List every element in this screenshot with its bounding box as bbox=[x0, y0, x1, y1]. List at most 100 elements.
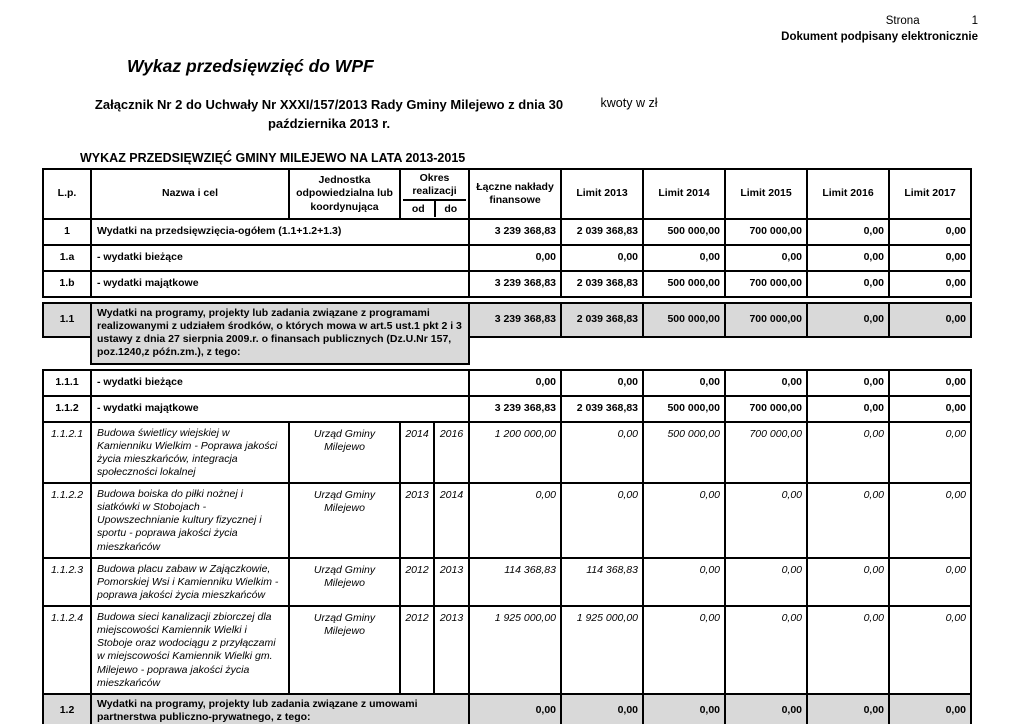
row-value: 700 000,00 bbox=[724, 302, 808, 338]
row-value: 0,00 bbox=[642, 605, 726, 695]
row-do: 2016 bbox=[433, 420, 470, 484]
row-name: Budowa świetlicy wiejskiej w Kamienniku … bbox=[90, 420, 290, 484]
table-row-1.1.2.2: 1.1.2.2 Budowa boiska do piłki nożnej i s… bbox=[42, 482, 972, 559]
header-period-subrow: od do bbox=[403, 199, 466, 217]
row-name: Budowa sieci kanalizacji zbiorczej dla m… bbox=[90, 605, 290, 695]
row-name: - wydatki bieżące bbox=[90, 368, 470, 397]
row-lp: 1.1.1 bbox=[42, 368, 92, 397]
header-limit-2014: Limit 2014 bbox=[642, 168, 726, 220]
row-value: 114 368,83 bbox=[560, 556, 644, 607]
page-number-block: Strona 1 Dokument podpisany elektroniczn… bbox=[781, 14, 978, 45]
header-unit: Jednostka odpowiedzialna lub koordynując… bbox=[288, 168, 401, 220]
row-value: 0,00 bbox=[888, 420, 972, 484]
row-value: 2 039 368,83 bbox=[560, 270, 644, 298]
row-unit: Urząd Gminy Milejewo bbox=[288, 420, 401, 484]
row-od: 2013 bbox=[399, 482, 435, 559]
row-value: 0,00 bbox=[724, 368, 808, 397]
table-row-1.b: 1.b - wydatki majątkowe 3 239 368,83 2 039 … bbox=[42, 270, 972, 298]
row-od: 2012 bbox=[399, 556, 435, 607]
header-period-group: Okres realizacji od do bbox=[399, 168, 470, 220]
row-value: 0,00 bbox=[806, 302, 890, 338]
row-value: 0,00 bbox=[888, 244, 972, 272]
row-value: 2 039 368,83 bbox=[560, 218, 644, 246]
header-limit-2013: Limit 2013 bbox=[560, 168, 644, 220]
page-number-value: 1 bbox=[971, 15, 978, 27]
row-value: 3 239 368,83 bbox=[468, 394, 562, 423]
row-value: 0,00 bbox=[806, 556, 890, 607]
row-do: 2013 bbox=[433, 556, 470, 607]
row-value: 2 039 368,83 bbox=[560, 302, 644, 338]
row-value: 0,00 bbox=[806, 244, 890, 272]
row-value: 0,00 bbox=[560, 482, 644, 559]
row-value: 500 000,00 bbox=[642, 420, 726, 484]
row-lp: 1.1 bbox=[42, 302, 92, 338]
document-title: Wykaz przedsięwzięć do WPF bbox=[127, 56, 374, 76]
amounts-note: kwoty w zł bbox=[600, 96, 658, 110]
row-value: 0,00 bbox=[888, 218, 972, 246]
table-row-1.a: 1.a - wydatki bieżące 0,00 0,00 0,00 0,00 0,00… bbox=[42, 244, 972, 272]
row-name: - wydatki majątkowe bbox=[90, 270, 470, 298]
row-od: 2012 bbox=[399, 605, 435, 695]
header-total: Łączne nakłady finansowe bbox=[468, 168, 562, 220]
row-value: 0,00 bbox=[642, 556, 726, 607]
table-row-1.1.2: 1.1.2- wydatki majątkowe 3 239 368,83 2 03… bbox=[42, 394, 972, 423]
attachment-note: Załącznik Nr 2 do Uchwały Nr XXXI/157/20… bbox=[94, 97, 564, 131]
table-body: 1 Wydatki na przedsięwzięcia-ogółem (1.1+… bbox=[42, 218, 972, 724]
row-value: 3 239 368,83 bbox=[468, 270, 562, 298]
header-limit-2016: Limit 2016 bbox=[806, 168, 890, 220]
row-value: 1 925 000,00 bbox=[560, 605, 644, 695]
table-header-row: L.p. Nazwa i cel Jednostka odpowiedzialn… bbox=[42, 168, 972, 220]
row-value: 0,00 bbox=[642, 368, 726, 397]
row-name: - wydatki majątkowe bbox=[90, 394, 470, 423]
row-name: Wydatki na przedsięwzięcia-ogółem (1.1+1… bbox=[90, 218, 470, 246]
row-value: 0,00 bbox=[806, 368, 890, 397]
row-unit: Urząd Gminy Milejewo bbox=[288, 482, 401, 559]
page-number-line: Strona 1 bbox=[781, 14, 978, 30]
row-value: 0,00 bbox=[724, 482, 808, 559]
header-od: od bbox=[411, 202, 425, 215]
row-value: 1 200 000,00 bbox=[468, 420, 562, 484]
row-value: 0,00 bbox=[806, 605, 890, 695]
row-value: 0,00 bbox=[560, 692, 644, 724]
row-value: 0,00 bbox=[642, 482, 726, 559]
row-lp: 1.1.2.4 bbox=[42, 605, 92, 695]
row-value: 0,00 bbox=[724, 244, 808, 272]
row-value: 0,00 bbox=[468, 244, 562, 272]
row-value: 500 000,00 bbox=[642, 218, 726, 246]
row-value: 0,00 bbox=[806, 270, 890, 298]
row-name: Wydatki na programy, projekty lub zadani… bbox=[90, 302, 470, 365]
row-value: 700 000,00 bbox=[724, 270, 808, 298]
header-limit-2015: Limit 2015 bbox=[724, 168, 808, 220]
row-value: 0,00 bbox=[888, 692, 972, 724]
header-limit-2017: Limit 2017 bbox=[888, 168, 972, 220]
row-value: 0,00 bbox=[806, 420, 890, 484]
row-value: 0,00 bbox=[724, 556, 808, 607]
row-value: 0,00 bbox=[888, 302, 972, 338]
row-value: 0,00 bbox=[724, 605, 808, 695]
row-do: 2014 bbox=[433, 482, 470, 559]
table-row-1.1.2.4: 1.1.2.4 Budowa sieci kanalizacji zbiorcze… bbox=[42, 605, 972, 695]
row-value: 0,00 bbox=[468, 368, 562, 397]
row-value: 3 239 368,83 bbox=[468, 302, 562, 338]
table-title: WYKAZ PRZEDSIĘWZIĘĆ GMINY MILEJEWO NA LA… bbox=[80, 151, 466, 165]
row-value: 700 000,00 bbox=[724, 420, 808, 484]
row-name: - wydatki bieżące bbox=[90, 244, 470, 272]
table-row-1: 1 Wydatki na przedsięwzięcia-ogółem (1.1+… bbox=[42, 218, 972, 246]
row-lp: 1.1.2 bbox=[42, 394, 92, 423]
row-unit: Urząd Gminy Milejewo bbox=[288, 605, 401, 695]
row-value: 0,00 bbox=[888, 605, 972, 695]
projects-table: L.p. Nazwa i cel Jednostka odpowiedzialn… bbox=[42, 168, 972, 724]
row-lp: 1.1.2.2 bbox=[42, 482, 92, 559]
header-lp: L.p. bbox=[42, 168, 92, 220]
row-value: 0,00 bbox=[888, 368, 972, 397]
row-value: 114 368,83 bbox=[468, 556, 562, 607]
row-value: 1 925 000,00 bbox=[468, 605, 562, 695]
row-value: 0,00 bbox=[888, 556, 972, 607]
header-period: Okres realizacji bbox=[412, 172, 457, 198]
row-name: Wydatki na programy, projekty lub zadani… bbox=[90, 692, 470, 724]
header-name: Nazwa i cel bbox=[90, 168, 290, 220]
row-lp: 1.a bbox=[42, 244, 92, 272]
row-name: Budowa placu zabaw w Zajączkowie, Pomors… bbox=[90, 556, 290, 607]
row-value: 0,00 bbox=[642, 692, 726, 724]
row-value: 2 039 368,83 bbox=[560, 394, 644, 423]
